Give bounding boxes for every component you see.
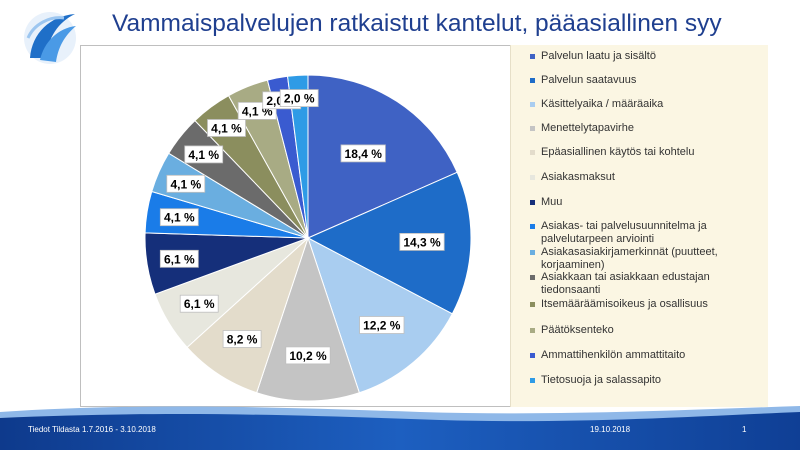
data-label: 8,2 % bbox=[222, 330, 262, 348]
legend-label: Palvelun saatavuus bbox=[541, 74, 637, 86]
legend-item: Epäasiallinen käytös tai kohtelu bbox=[530, 146, 766, 159]
svg-text:4,1 %: 4,1 % bbox=[211, 122, 242, 136]
legend-swatch bbox=[530, 54, 535, 59]
legend-swatch bbox=[530, 378, 535, 383]
legend-item: Asiakasasiakirjamerkinnät (puutteet, kor… bbox=[530, 246, 766, 271]
legend-item: Menettelytapavirhe bbox=[530, 122, 766, 135]
data-label: 4,1 % bbox=[159, 208, 199, 227]
footer-source: Tiedot Tildasta 1.7.2016 - 3.10.2018 bbox=[28, 425, 156, 434]
legend-label: Käsittelyaika / määräaika bbox=[541, 98, 664, 110]
legend-swatch bbox=[530, 250, 535, 255]
data-label: 6,1 % bbox=[159, 249, 199, 268]
data-label: 12,2 % bbox=[359, 316, 405, 334]
data-label: 18,4 % bbox=[340, 144, 386, 163]
footer-page-number: 1 bbox=[742, 425, 747, 434]
data-label: 6,1 % bbox=[179, 294, 219, 313]
legend-label: Muu bbox=[541, 196, 563, 208]
legend-swatch bbox=[530, 175, 535, 180]
pie-slice bbox=[307, 236, 453, 394]
legend-item: Palvelun laatu ja sisältö bbox=[530, 50, 766, 63]
legend-swatch bbox=[530, 126, 535, 131]
data-label: 4,1 % bbox=[207, 119, 246, 137]
svg-text:8,2 %: 8,2 % bbox=[227, 333, 258, 347]
svg-text:14,3 %: 14,3 % bbox=[403, 235, 441, 249]
legend-item: Tietosuoja ja salassapito bbox=[530, 374, 766, 387]
legend-label: Asiakasasiakirjamerkinnät (puutteet, kor… bbox=[541, 246, 718, 271]
legend-item: Muu bbox=[530, 196, 766, 209]
legend-swatch bbox=[530, 78, 535, 83]
svg-text:6,1 %: 6,1 % bbox=[164, 252, 195, 266]
data-label: 4,1 % bbox=[166, 174, 206, 193]
legend-swatch bbox=[530, 275, 535, 280]
legend-label: Epäasiallinen käytös tai kohtelu bbox=[541, 146, 695, 158]
svg-text:4,1 %: 4,1 % bbox=[164, 211, 195, 225]
legend-swatch bbox=[530, 328, 535, 333]
data-label: 2,0 % bbox=[279, 89, 319, 107]
svg-text:4,1 %: 4,1 % bbox=[170, 177, 201, 191]
legend-swatch bbox=[530, 150, 535, 155]
legend-item: Käsittelyaika / määräaika bbox=[530, 98, 766, 111]
logo-icon bbox=[24, 12, 76, 64]
legend-label: Tietosuoja ja salassapito bbox=[541, 374, 662, 386]
legend-label: Palvelun laatu ja sisältö bbox=[541, 50, 656, 62]
legend-label: Asiakkaan tai asiakkaan edustajan tiedon… bbox=[541, 271, 710, 296]
legend-item: Asiakas- tai palvelusuunnitelma ja palve… bbox=[530, 220, 766, 245]
data-label: 10,2 % bbox=[285, 346, 331, 365]
pie-slice bbox=[306, 171, 472, 315]
svg-text:6,1 %: 6,1 % bbox=[184, 297, 215, 311]
legend-swatch bbox=[530, 302, 535, 307]
page-title: Vammaispalvelujen ratkaistut kantelut, p… bbox=[112, 10, 722, 37]
pie-slice bbox=[287, 74, 309, 239]
legend-item: Ammattihenkilön ammattitaito bbox=[530, 349, 766, 362]
legend-label: Päätöksenteko bbox=[541, 324, 614, 336]
data-label: 4,1 % bbox=[184, 145, 224, 164]
svg-text:10,2 %: 10,2 % bbox=[289, 349, 327, 363]
svg-text:18,4 %: 18,4 % bbox=[345, 147, 383, 161]
legend-item: Asiakkaan tai asiakkaan edustajan tiedon… bbox=[530, 271, 766, 296]
legend-item: Päätöksenteko bbox=[530, 324, 766, 337]
footer-date: 19.10.2018 bbox=[590, 425, 631, 434]
footer-wave bbox=[0, 406, 800, 450]
legend-label: Ammattihenkilön ammattitaito bbox=[541, 349, 686, 361]
legend-item: Palvelun saatavuus bbox=[530, 74, 766, 87]
pie-slice bbox=[256, 236, 360, 402]
pie-labels: 18,4 % 14,3 % 12,2 % 10,2 % 8,2 % 6,1 % 6,1 % 4… bbox=[159, 89, 445, 365]
svg-text:4,1 %: 4,1 % bbox=[188, 148, 219, 162]
legend-swatch bbox=[530, 200, 535, 205]
svg-text:12,2 %: 12,2 % bbox=[363, 319, 401, 333]
legend-swatch bbox=[530, 224, 535, 229]
legend-label: Itsemääräämisoikeus ja osallisuus bbox=[541, 298, 708, 310]
svg-text:2,0 %: 2,0 % bbox=[284, 92, 315, 106]
legend-item: Itsemääräämisoikeus ja osallisuus bbox=[530, 298, 766, 311]
legend-item: Asiakasmaksut bbox=[530, 171, 766, 184]
legend-swatch bbox=[530, 353, 535, 358]
legend-label: Asiakasmaksut bbox=[541, 171, 615, 183]
legend-swatch bbox=[530, 102, 535, 107]
legend-panel bbox=[510, 45, 768, 407]
data-label: 14,3 % bbox=[399, 232, 445, 251]
legend-label: Asiakas- tai palvelusuunnitelma ja palve… bbox=[541, 220, 707, 245]
legend-label: Menettelytapavirhe bbox=[541, 122, 634, 134]
